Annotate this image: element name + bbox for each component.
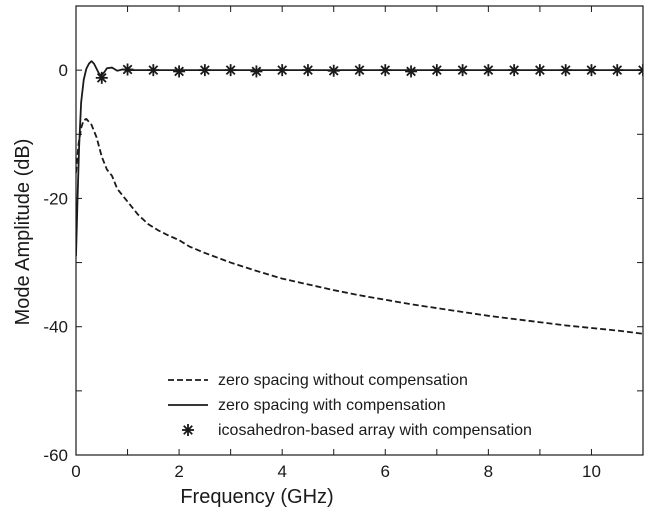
y-tick-label: -20: [43, 189, 68, 208]
data-point-marker: [637, 64, 643, 77]
data-point-marker: [405, 65, 418, 78]
data-point-marker: [353, 64, 366, 77]
data-point-marker: [611, 64, 624, 77]
legend-item: zero spacing with compensation: [168, 397, 446, 414]
series-solid-with-compensation: [76, 60, 643, 257]
plot-frame-layer: 0 2 4 6 8 10 0 -20 -40 -60: [43, 5, 644, 481]
legend-swatch: [182, 424, 194, 436]
y-axis-title: Mode Amplitude (dB): [12, 139, 34, 326]
data-point-marker: [250, 65, 263, 78]
y-tick-label: -60: [43, 446, 68, 465]
axis-labels-layer: Frequency (GHz) Mode Amplitude (dB): [12, 139, 334, 508]
series-layer: [76, 60, 643, 335]
data-point-marker: [456, 64, 469, 77]
legend-label: icosahedron-based array with compensatio…: [218, 422, 532, 439]
data-point-marker: [379, 64, 392, 77]
data-point-marker: [327, 64, 340, 77]
x-axis-title: Frequency (GHz): [180, 486, 333, 508]
legend: zero spacing without compensation zero sp…: [168, 372, 532, 439]
x-tick-label: 8: [484, 462, 493, 481]
data-point-marker: [430, 64, 443, 77]
data-point-marker: [224, 64, 237, 77]
data-point-marker: [301, 64, 314, 77]
data-point-marker: [559, 64, 572, 77]
legend-item: icosahedron-based array with compensatio…: [182, 422, 532, 439]
data-point-marker: [508, 64, 521, 77]
series-line: [76, 117, 643, 335]
x-tick-label: 4: [277, 462, 286, 481]
data-point-marker: [533, 64, 546, 77]
series-icosahedron-markers: [95, 63, 643, 84]
data-point-marker: [147, 64, 160, 77]
x-tick-label: 0: [71, 462, 80, 481]
series-dashed-no-compensation: [76, 117, 643, 335]
data-point-marker: [173, 65, 186, 78]
x-tick-label: 10: [582, 462, 601, 481]
y-tick-label: 0: [59, 61, 68, 80]
data-point-marker: [482, 64, 495, 77]
legend-item: zero spacing without compensation: [168, 372, 468, 389]
data-point-marker: [121, 63, 134, 76]
x-tick-label: 2: [174, 462, 183, 481]
legend-label: zero spacing with compensation: [218, 397, 446, 414]
data-point-marker: [276, 64, 289, 77]
series-line: [76, 60, 643, 257]
y-tick-label: -40: [43, 318, 68, 337]
x-tick-label: 6: [381, 462, 390, 481]
data-point-marker: [198, 64, 211, 77]
legend-label: zero spacing without compensation: [218, 372, 468, 389]
data-point-marker: [95, 71, 108, 84]
data-point-marker: [585, 64, 598, 77]
